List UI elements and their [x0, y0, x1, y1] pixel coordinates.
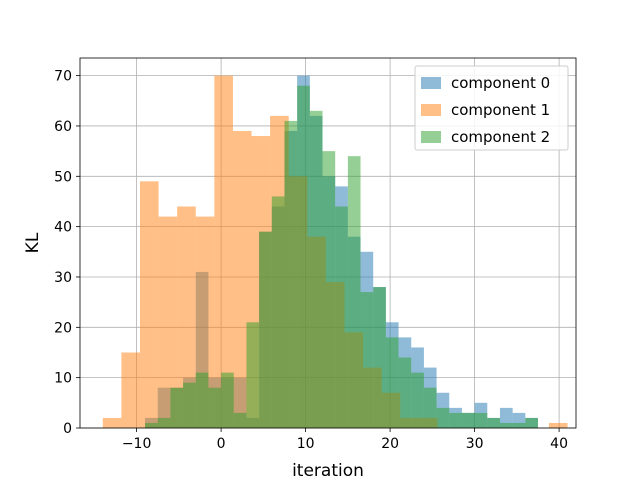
y-tick-label: 10 — [54, 371, 72, 387]
histogram-bar — [158, 216, 178, 428]
y-tick-label: 30 — [54, 270, 72, 286]
histogram-bar — [461, 412, 475, 428]
legend-swatch — [421, 77, 441, 89]
histogram-bar — [214, 75, 233, 428]
y-tick-label: 40 — [54, 220, 72, 236]
bars — [102, 75, 568, 428]
histogram-bar — [347, 156, 361, 428]
histogram-bar — [322, 151, 336, 428]
y-tick-label: 60 — [54, 119, 72, 135]
legend-swatch — [421, 104, 441, 116]
legend-box — [414, 65, 569, 151]
histogram-bar — [360, 292, 374, 428]
y-tick-label: 70 — [54, 69, 72, 85]
x-tick-label: 30 — [466, 436, 484, 452]
histogram-bar — [398, 357, 412, 428]
legend-swatch — [421, 131, 441, 143]
histogram-bar — [177, 206, 196, 428]
y-tick-label: 50 — [54, 169, 72, 185]
histogram-bar — [195, 372, 209, 428]
histogram-bar — [373, 287, 386, 428]
histogram-bar — [512, 422, 526, 428]
histogram-bar — [233, 412, 247, 428]
histogram-bar — [436, 407, 450, 428]
histogram-bar — [487, 417, 500, 428]
histogram-bar — [157, 417, 171, 428]
histogram-bar — [525, 417, 538, 428]
histogram-bar — [271, 196, 285, 428]
tick-labels: −10 0 10 20 30 40 0 10 20 30 40 50 60 70 — [54, 69, 568, 452]
x-tick-label: −10 — [122, 436, 152, 452]
legend-label: component 2 — [451, 128, 550, 146]
histogram-bar — [411, 372, 424, 428]
histogram-bar — [259, 231, 272, 428]
series-2-bars — [145, 85, 538, 428]
histogram-bar — [170, 387, 184, 428]
histogram-bar — [183, 382, 196, 428]
histogram-bar — [385, 337, 399, 428]
x-axis-label: iteration — [292, 461, 364, 480]
histogram-bar — [145, 422, 158, 428]
histogram-bar — [499, 422, 513, 428]
legend-label: component 1 — [451, 101, 550, 119]
histogram-bar — [423, 387, 437, 428]
histogram-bar — [102, 417, 122, 428]
histogram-bar — [474, 412, 488, 428]
axes — [76, 57, 577, 432]
histogram-bar — [284, 120, 298, 428]
plot-frame — [79, 57, 577, 429]
histogram-bar — [246, 322, 260, 428]
x-tick-label: 20 — [381, 436, 399, 452]
histogram-bar — [121, 352, 140, 428]
y-axis-label: KL — [23, 232, 43, 253]
histogram-bar — [548, 422, 568, 428]
legend: component 0 component 1 component 2 — [414, 65, 569, 151]
histogram-bar — [297, 85, 310, 428]
x-tick-label: 40 — [550, 436, 568, 452]
x-tick-label: 10 — [297, 436, 315, 452]
legend-label: component 0 — [451, 74, 550, 92]
histogram-bar — [208, 387, 222, 428]
y-tick-label: 0 — [63, 421, 72, 437]
x-tick-label: 0 — [217, 436, 226, 452]
y-tick-label: 20 — [54, 320, 72, 336]
histogram-bar — [335, 206, 348, 428]
histogram-bar — [449, 412, 462, 428]
histogram-bar — [139, 181, 159, 428]
histogram-bar — [309, 110, 323, 428]
histogram-bar — [221, 372, 234, 428]
